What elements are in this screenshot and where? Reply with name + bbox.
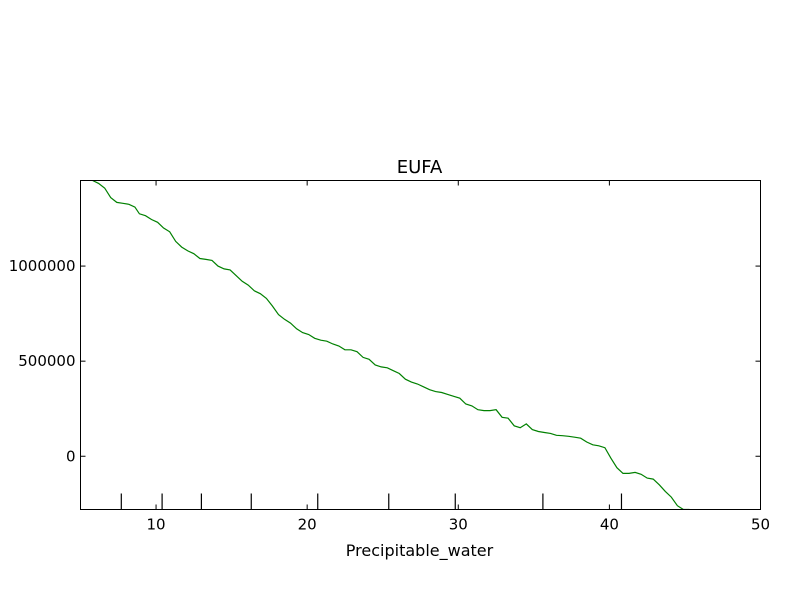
x-tick-label: 40: [600, 516, 619, 534]
y-axis: 0 500000 1000000: [9, 257, 761, 465]
y-tick-label: 1000000: [9, 257, 76, 275]
x-tick-label: 20: [298, 516, 317, 534]
x-tick-label: 50: [751, 516, 770, 534]
series-line-0: [92, 180, 690, 510]
x-tick-label: 10: [147, 516, 166, 534]
x-axis: 10 20 30 40 50: [147, 180, 770, 534]
plot-frame: [80, 180, 761, 510]
y-tick-label: 500000: [18, 352, 75, 370]
chart-title: EUFA: [397, 157, 443, 178]
y-tick-label: 0: [66, 447, 76, 465]
rug-marks: [120, 493, 623, 510]
plot-area: [92, 180, 690, 510]
x-axis-label: Precipitable_water: [346, 541, 494, 561]
x-tick-label: 30: [449, 516, 468, 534]
